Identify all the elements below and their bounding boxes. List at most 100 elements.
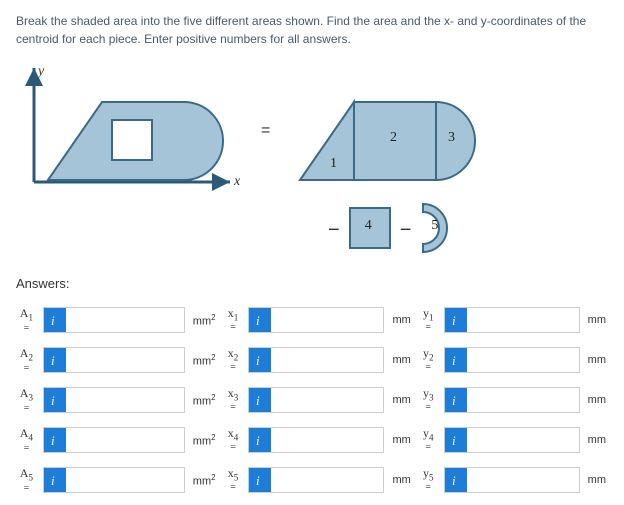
info-icon[interactable]: i (445, 428, 467, 452)
info-icon[interactable]: i (445, 468, 467, 492)
info-icon[interactable]: i (445, 308, 467, 332)
area-label-3: A3 = (16, 387, 37, 412)
area-input-4-group: i (43, 427, 185, 453)
svg-text:i: i (51, 353, 55, 367)
unit-y-5: mm (588, 474, 606, 486)
unit-y-4: mm (588, 434, 606, 446)
svg-text:i: i (51, 473, 55, 487)
svg-text:i: i (256, 353, 260, 367)
decomposition-top: 1 2 3 (298, 84, 498, 184)
x-label-4: x4 = (224, 428, 243, 452)
svg-text:i: i (452, 313, 456, 327)
figure: y x = 1 2 3 − (16, 62, 576, 262)
svg-text:i: i (256, 313, 260, 327)
y-input-3[interactable] (467, 388, 579, 412)
info-icon[interactable]: i (249, 308, 271, 332)
svg-text:i: i (256, 473, 260, 487)
y-input-2-group: i (444, 347, 580, 373)
y-input-1[interactable] (467, 308, 579, 332)
area-input-4[interactable] (66, 428, 184, 452)
info-icon[interactable]: i (44, 348, 66, 372)
y-label-4: y4 = (419, 428, 438, 452)
svg-text:i: i (256, 393, 260, 407)
unit-x-2: mm (392, 354, 410, 366)
answer-row-2: A2 = i mm2 x2 = i mm y2 = i mm (16, 347, 608, 373)
x-input-1[interactable] (271, 308, 383, 332)
x-input-5[interactable] (271, 468, 383, 492)
info-icon[interactable]: i (44, 428, 66, 452)
unit-x-4: mm (392, 434, 410, 446)
unit-x-5: mm (392, 474, 410, 486)
x-input-3[interactable] (271, 388, 383, 412)
composite-shape (44, 84, 234, 184)
area-input-5[interactable] (66, 468, 184, 492)
shape-label-4: 4 (365, 218, 372, 234)
shape-label-5: 5 (431, 218, 438, 234)
y-label-1: y1 = (419, 308, 438, 332)
area-label-2: A2 = (16, 347, 37, 372)
answer-row-1: A1 = i mm2 x1 = i mm y1 = i mm (16, 307, 608, 333)
area-label-1: A1 = (16, 307, 37, 332)
answer-row-3: A3 = i mm2 x3 = i mm y3 = i mm (16, 387, 608, 413)
x-input-4[interactable] (271, 428, 383, 452)
minus-2: − (400, 220, 412, 240)
info-icon[interactable]: i (44, 308, 66, 332)
svg-text:i: i (452, 433, 456, 447)
minus-1: − (328, 220, 340, 240)
svg-text:i: i (452, 473, 456, 487)
info-icon[interactable]: i (249, 388, 271, 412)
unit-area-2: mm2 (193, 353, 216, 368)
area-input-2[interactable] (66, 348, 184, 372)
x-input-3-group: i (248, 387, 384, 413)
x-input-2[interactable] (271, 348, 383, 372)
area-label-4: A4 = (16, 427, 37, 452)
x-input-1-group: i (248, 307, 384, 333)
info-icon[interactable]: i (249, 428, 271, 452)
unit-y-3: mm (588, 394, 606, 406)
svg-text:i: i (51, 433, 55, 447)
info-icon[interactable]: i (445, 348, 467, 372)
answer-row-5: A5 = i mm2 x5 = i mm y5 = i mm (16, 467, 608, 493)
area-input-1[interactable] (66, 308, 184, 332)
answers-heading: Answers: (16, 276, 608, 291)
unit-area-3: mm2 (193, 393, 216, 408)
x-input-2-group: i (248, 347, 384, 373)
y-input-3-group: i (444, 387, 580, 413)
unit-area-5: mm2 (193, 473, 216, 488)
x-label-2: x2 = (224, 348, 243, 372)
y-input-1-group: i (444, 307, 580, 333)
svg-text:i: i (51, 313, 55, 327)
y-input-5[interactable] (467, 468, 579, 492)
x-label-5: x5 = (224, 468, 243, 492)
info-icon[interactable]: i (249, 348, 271, 372)
y-label-2: y2 = (419, 348, 438, 372)
decomposition-bottom: − 4 − 5 (328, 202, 453, 257)
svg-text:i: i (452, 393, 456, 407)
area-input-2-group: i (43, 347, 185, 373)
info-icon[interactable]: i (44, 468, 66, 492)
area-input-1-group: i (43, 307, 185, 333)
unit-y-1: mm (588, 314, 606, 326)
shape-label-1: 1 (330, 156, 337, 172)
info-icon[interactable]: i (445, 388, 467, 412)
y-input-2[interactable] (467, 348, 579, 372)
unit-y-2: mm (588, 354, 606, 366)
y-input-5-group: i (444, 467, 580, 493)
y-label-3: y3 = (419, 388, 438, 412)
area-input-5-group: i (43, 467, 185, 493)
shape-label-2: 2 (390, 130, 397, 146)
x-label-3: x3 = (224, 388, 243, 412)
x-input-5-group: i (248, 467, 384, 493)
unit-area-1: mm2 (193, 313, 216, 328)
info-icon[interactable]: i (44, 388, 66, 412)
area-label-5: A5 = (16, 467, 37, 492)
unit-area-4: mm2 (193, 433, 216, 448)
y-input-4[interactable] (467, 428, 579, 452)
equals-sign: = (261, 122, 270, 140)
info-icon[interactable]: i (249, 468, 271, 492)
answer-row-4: A4 = i mm2 x4 = i mm y4 = i mm (16, 427, 608, 453)
svg-text:i: i (452, 353, 456, 367)
x-axis-label: x (234, 174, 240, 190)
x-label-1: x1 = (224, 308, 243, 332)
area-input-3[interactable] (66, 388, 184, 412)
